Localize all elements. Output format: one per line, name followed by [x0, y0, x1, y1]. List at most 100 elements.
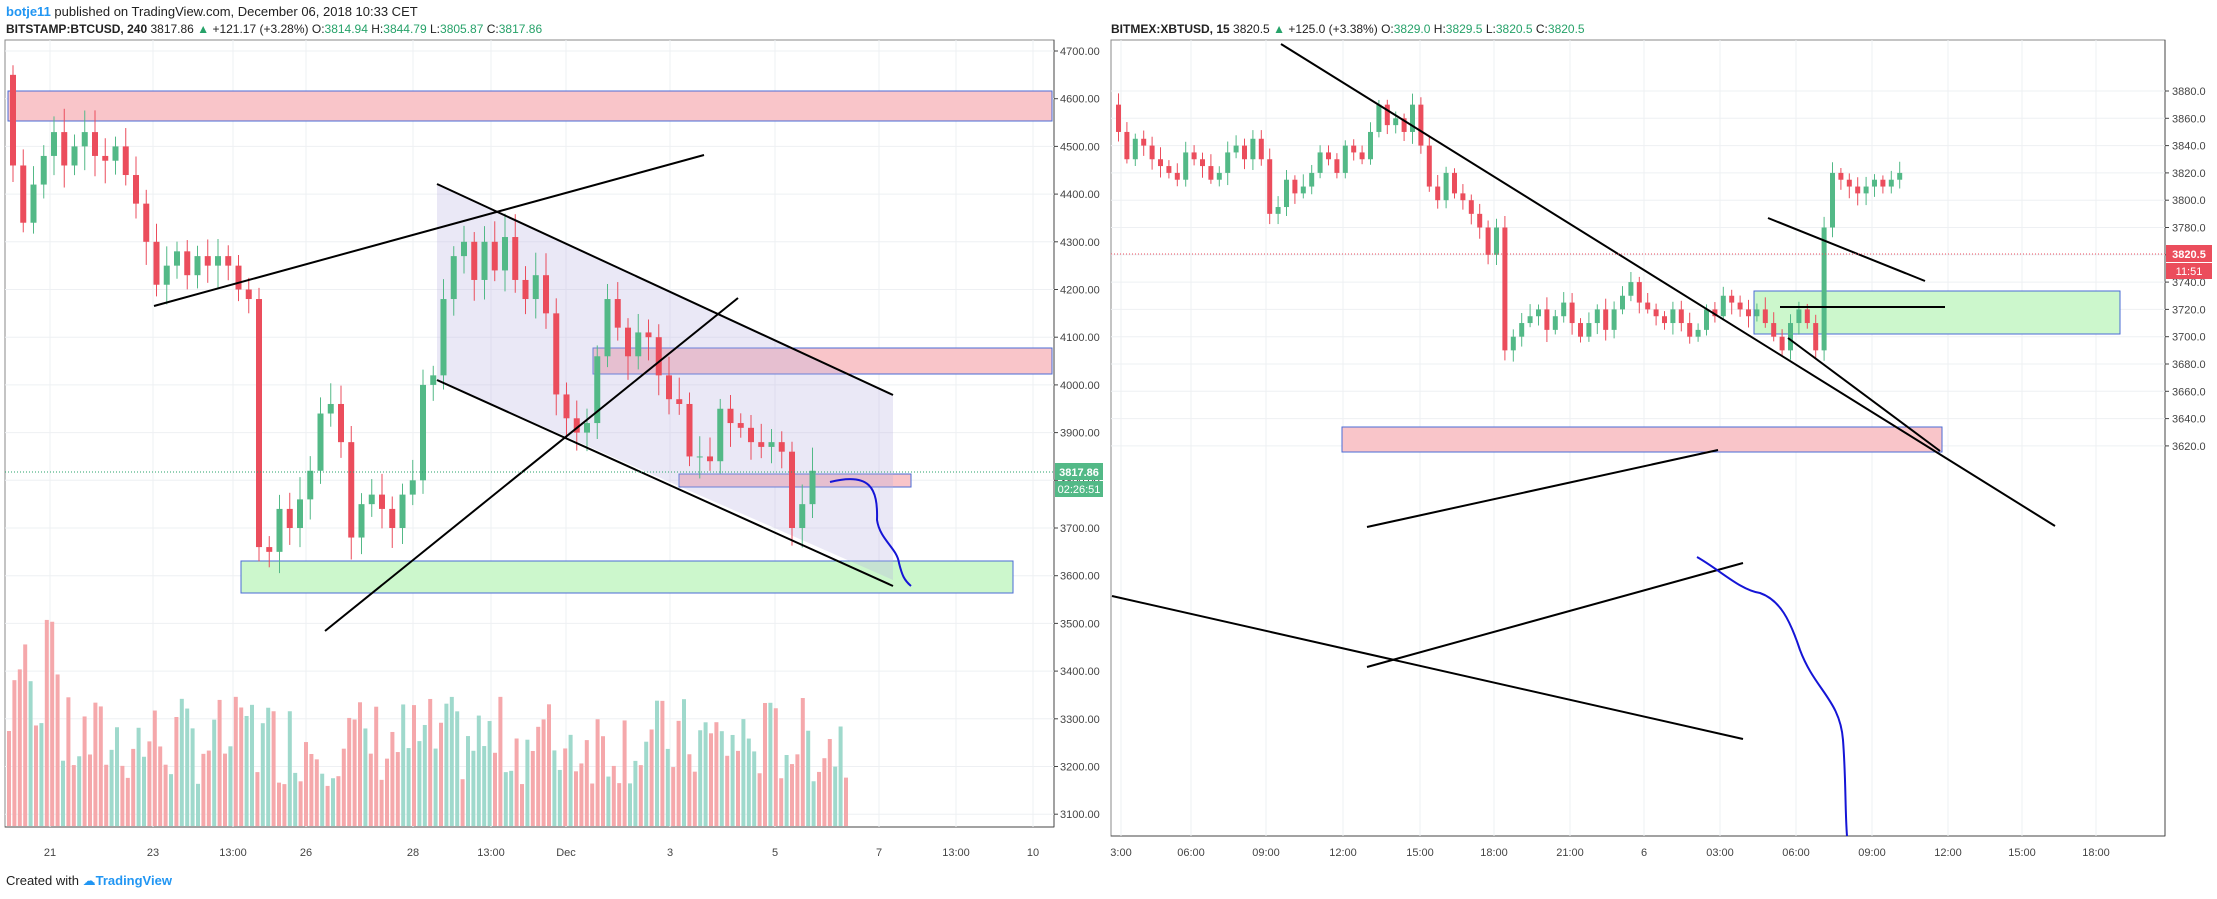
resistance-zone-3750-right[interactable]	[1341, 426, 1943, 453]
volume-bar	[158, 746, 163, 826]
candle-body	[1762, 309, 1768, 324]
candle-body	[1855, 186, 1861, 194]
channel-lower-line[interactable]	[436, 379, 894, 587]
candle-body	[1435, 186, 1441, 201]
candle-body	[809, 470, 816, 505]
volume-bar	[271, 711, 276, 826]
volume-bar	[579, 763, 584, 826]
candle-body	[1485, 227, 1491, 255]
volume-bar	[606, 776, 611, 826]
left-ytick-label: 3400.00	[1060, 666, 1100, 678]
volume-bar	[536, 726, 541, 826]
volume-bar	[185, 708, 190, 826]
volume-bar	[714, 722, 719, 826]
candle-body	[81, 132, 88, 147]
candle-body	[307, 470, 314, 500]
candle-body	[707, 456, 713, 462]
volume-bar	[811, 781, 816, 826]
volume-bar	[55, 674, 60, 826]
volume-bar	[282, 784, 287, 826]
candle-body	[1813, 323, 1819, 351]
candle-body	[748, 427, 754, 443]
right-lower-trendline[interactable]	[1111, 595, 1744, 740]
right-rising-upper-line[interactable]	[1366, 449, 1719, 528]
volume-bar	[395, 752, 400, 826]
candle-body	[430, 375, 437, 385]
volume-bar	[239, 707, 244, 826]
candle-body	[1393, 118, 1399, 126]
right-descending-support[interactable]	[1787, 337, 1941, 452]
right-descending-resistance[interactable]	[1280, 43, 2056, 527]
candle-body	[696, 456, 703, 458]
candle-body	[1628, 282, 1634, 296]
candle-body	[1326, 152, 1331, 160]
volume-bar	[709, 733, 713, 826]
right-rising-lower-line[interactable]	[1366, 562, 1744, 668]
right-flag-line[interactable]	[1767, 217, 1926, 282]
candle-body	[1603, 309, 1609, 330]
volume-bar	[692, 771, 697, 826]
candle-body	[1527, 316, 1533, 324]
channel-upper-line[interactable]	[436, 183, 894, 396]
right-xtick-label: 21:00	[1556, 847, 1584, 859]
volume-bar	[169, 774, 173, 826]
candle-body	[1200, 159, 1205, 167]
tradingview-logo-icon[interactable]: ☁	[82, 873, 96, 888]
left-xtick-label: 28	[407, 847, 419, 859]
author-name[interactable]: botje11	[6, 4, 51, 19]
right-ytick-label: 3660.0	[2172, 386, 2206, 398]
volume-bar	[104, 764, 109, 826]
volume-bar	[212, 719, 217, 826]
candle-body	[1359, 152, 1365, 160]
volume-bar	[23, 644, 28, 826]
projection-path[interactable]	[829, 478, 912, 587]
trendline-rising-support[interactable]	[324, 297, 739, 632]
resistance-zone-4600[interactable]	[7, 90, 1053, 122]
volume-bar	[617, 783, 622, 826]
volume-bar	[752, 751, 757, 826]
volume-bar	[325, 785, 330, 826]
left-timer-tag	[1055, 481, 1103, 497]
volume-bar	[530, 750, 535, 826]
right-projection-path[interactable]	[1696, 556, 1848, 837]
candle-body	[256, 299, 262, 548]
volume-bar	[309, 753, 314, 826]
volume-bar	[611, 765, 616, 826]
tradingview-brand[interactable]: TradingView	[95, 873, 172, 888]
candle-body	[1384, 104, 1390, 126]
volume-bar	[109, 749, 114, 826]
right-close: 3820.5	[1547, 22, 1585, 36]
candle-body	[1746, 309, 1751, 317]
candle-body	[163, 265, 170, 285]
candle-body	[543, 275, 549, 314]
candle-body	[594, 356, 601, 424]
right-chart-panel[interactable]: 3880.03860.03840.03820.03800.03780.03760…	[1110, 39, 2212, 859]
left-high: 3844.79	[383, 22, 427, 36]
support-zone-3600[interactable]	[240, 560, 1014, 594]
trendline-rising-upper[interactable]	[153, 154, 705, 307]
volume-bar	[498, 696, 503, 826]
volume-bar	[277, 782, 281, 826]
right-ytick-label: 3720.0	[2172, 304, 2206, 316]
volume-bar	[757, 773, 762, 826]
volume-bar	[250, 704, 254, 826]
left-chart-panel[interactable]: 4700.00 4600.00 4500.00 4400.00 4300.00 4200.…	[4, 39, 1103, 859]
volume-bar	[665, 748, 670, 826]
candle-body	[1880, 179, 1886, 187]
right-up-arrow-icon: ▲	[1273, 22, 1285, 36]
right-timer-tag	[2166, 263, 2212, 279]
volume-bar	[390, 731, 395, 826]
volume-bar	[358, 702, 362, 826]
left-xtick-label: 5	[772, 847, 778, 859]
right-xtick-label: 18:00	[2082, 847, 2110, 859]
volume-bar	[763, 702, 767, 826]
candle-body	[225, 256, 232, 266]
candle-body	[143, 203, 150, 242]
left-ytick-label: 3700.00	[1060, 523, 1100, 535]
volume-bar	[795, 754, 800, 826]
candle-body	[717, 408, 724, 462]
volume-bar	[741, 719, 746, 826]
candle-body	[1779, 336, 1785, 351]
candle-body	[635, 332, 642, 357]
